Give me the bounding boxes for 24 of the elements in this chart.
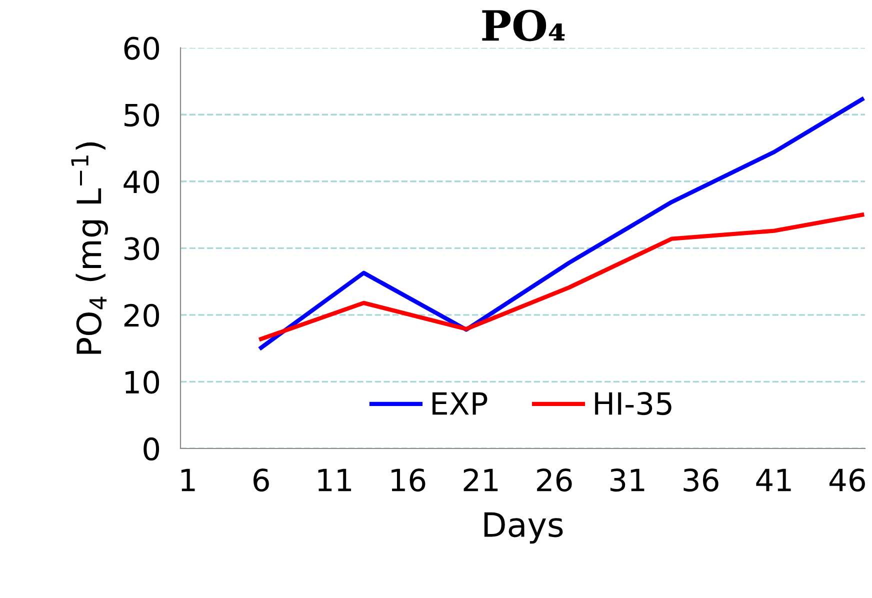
x-tick-label: 16 [392,468,426,492]
x-tick-label: 31 [610,468,644,492]
x-tick-label: 21 [464,468,498,492]
x-tick-label: 11 [318,468,352,492]
line-series [259,212,864,342]
y-tick-label: 30 [124,237,160,260]
y-tick-label: 0 [144,437,160,461]
legend-label: EXP [432,392,488,415]
y-tick-label: 60 [124,36,160,60]
y-tick-label: 20 [124,304,160,327]
x-tick-label: 41 [756,468,791,492]
legend-label: HI-35 [595,392,672,416]
x-axis-title: Days [484,512,563,544]
x-tick-label: 6 [254,468,269,492]
x-tick-label: 26 [537,468,572,492]
x-tick-label: 46 [829,468,865,492]
y-tick-label: 40 [124,170,160,194]
x-tick-label: 36 [684,468,718,492]
y-tick-label: 10 [126,370,160,394]
y-tick-label: 50 [124,104,160,127]
line-series [259,97,864,350]
x-tick-label: 1 [181,468,195,492]
chart-title: PO₄ [482,10,565,42]
y-axis-title: PO$_{4}$ (mg L$^{−1}$) [71,142,108,354]
